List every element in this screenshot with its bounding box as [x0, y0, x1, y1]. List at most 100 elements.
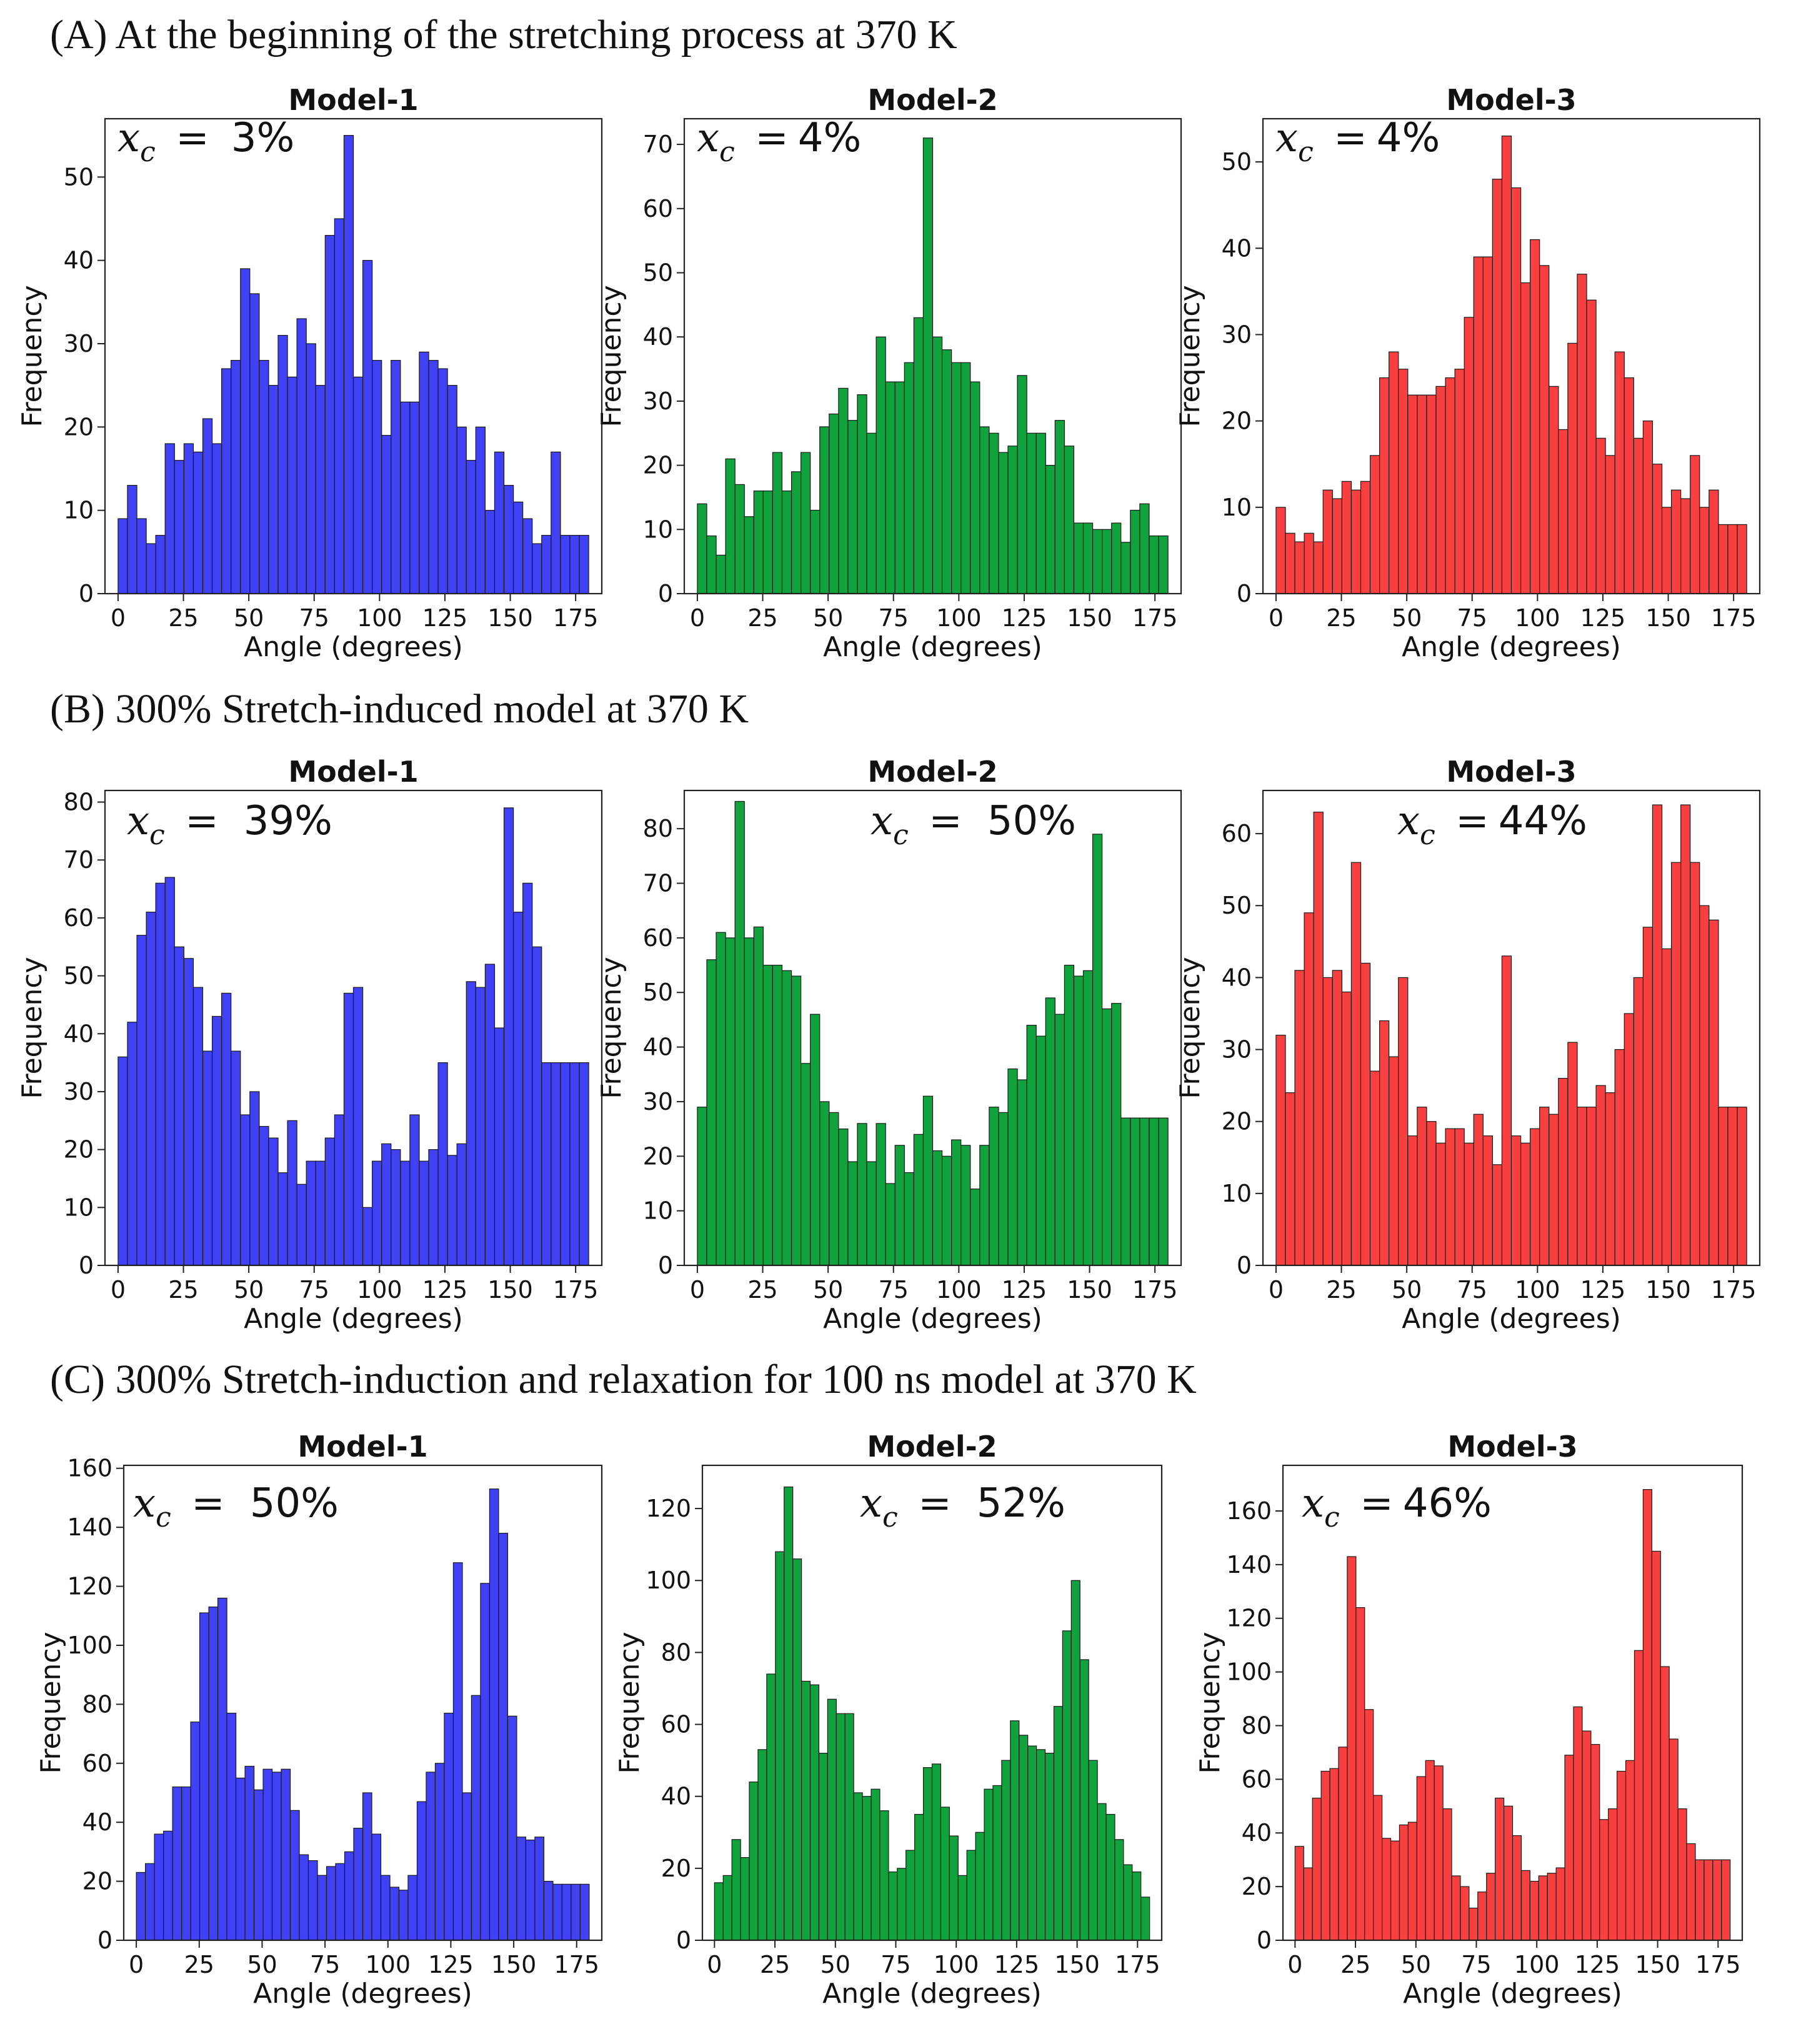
y-tick-label: 20 — [64, 1136, 94, 1164]
histogram-bar — [1699, 507, 1710, 594]
histogram-bar — [428, 360, 439, 594]
histogram-bar — [1501, 136, 1512, 594]
histogram-bar — [960, 362, 971, 594]
histogram-bar — [1434, 1765, 1444, 1941]
histogram-bar — [979, 426, 990, 594]
axes-frame — [683, 117, 1182, 595]
x-axis-label: Angle (degrees) — [244, 631, 463, 663]
histogram-bar — [766, 1673, 776, 1941]
histogram-bar — [409, 401, 420, 594]
histogram-bar — [277, 335, 288, 594]
histogram-bar — [1338, 1747, 1348, 1941]
histogram-bar — [1520, 282, 1531, 594]
histogram-bar — [1285, 532, 1295, 594]
histogram-bar — [1624, 377, 1634, 594]
histogram-bar — [1608, 1808, 1618, 1941]
histogram-bar — [249, 293, 260, 594]
histogram-bar — [426, 1772, 436, 1941]
histogram-bar — [296, 1184, 307, 1266]
histogram-bar — [362, 260, 373, 594]
histogram-bar — [1520, 1870, 1530, 1941]
x-tick-label: 75 — [879, 1276, 909, 1304]
histogram-bar — [475, 426, 486, 594]
histogram-bar — [172, 1786, 182, 1941]
histogram-bar — [1341, 481, 1352, 594]
histogram-bar — [551, 1062, 561, 1266]
histogram-bar — [1510, 1135, 1522, 1266]
histogram-bar — [1704, 1859, 1714, 1941]
axes-frame — [1262, 117, 1761, 595]
histogram-bar — [762, 491, 774, 594]
x-tick-label: 50 — [1392, 1276, 1422, 1304]
histogram-bar — [905, 1850, 915, 1941]
histogram-bar — [262, 1768, 273, 1941]
y-tick-label: 60 — [1242, 1765, 1272, 1793]
y-tick-label: 10 — [643, 516, 673, 543]
histogram-bar — [857, 1123, 867, 1266]
histogram-bar — [579, 1883, 590, 1941]
x-tick-label: 175 — [554, 1951, 599, 1978]
histogram-bar — [1304, 532, 1314, 594]
histogram-bar — [1364, 1709, 1374, 1941]
crystallinity-annotation: xc = 44% — [1397, 798, 1587, 851]
histogram-bar — [1586, 299, 1597, 594]
histogram-bar — [913, 317, 924, 594]
histogram-bar — [1017, 1079, 1027, 1266]
x-tick-label: 175 — [1711, 1276, 1757, 1304]
histogram-bar — [1695, 1859, 1705, 1941]
y-tick-label: 40 — [1222, 234, 1252, 262]
x-tick-label: 150 — [487, 604, 533, 632]
histogram-bar — [1027, 1745, 1037, 1941]
histogram-bar — [1082, 970, 1094, 1266]
histogram-bar — [847, 1161, 858, 1266]
section-title-b: (B) 300% Stretch-induced model at 370 K — [50, 686, 749, 732]
histogram-bar — [781, 970, 792, 1266]
x-tick-label: 0 — [111, 1276, 126, 1304]
section-title-a: (A) At the beginning of the stretching p… — [50, 12, 957, 57]
histogram-bar — [326, 1866, 336, 1941]
histogram-bar — [871, 1788, 881, 1941]
y-tick-label: 10 — [1222, 1180, 1252, 1207]
chart-title: Model-3 — [1447, 1430, 1577, 1463]
histogram-bar — [847, 420, 858, 594]
histogram-bar — [1492, 1164, 1503, 1266]
histogram-bar — [579, 535, 589, 594]
histogram-bar — [1398, 369, 1409, 594]
histogram-bar — [543, 1880, 554, 1941]
y-tick-label: 50 — [643, 259, 673, 286]
histogram-bar — [1445, 377, 1455, 594]
histogram-bar — [1416, 1776, 1426, 1941]
histogram-bar — [1407, 1822, 1417, 1941]
histogram-bar — [391, 1149, 401, 1266]
x-tick-label: 0 — [111, 604, 126, 632]
crystallinity-annotation: xc = 3% — [117, 115, 294, 168]
histogram-bar — [324, 1137, 335, 1266]
histogram-bar — [1680, 498, 1691, 594]
y-tick-label: 40 — [643, 323, 673, 351]
histogram-bar — [221, 992, 232, 1266]
x-tick-label: 125 — [422, 604, 468, 632]
histogram-bar — [888, 1872, 898, 1941]
histogram-bar — [1360, 962, 1371, 1266]
histogram-bar — [801, 1063, 811, 1266]
histogram-bar — [471, 1695, 481, 1941]
histogram-bar — [791, 975, 802, 1266]
y-tick-label: 60 — [643, 924, 673, 952]
histogram-bar — [541, 1062, 552, 1266]
histogram-bar — [941, 349, 952, 594]
histogram-bar — [744, 937, 754, 1266]
histogram-bar — [1026, 432, 1037, 594]
histogram-bar — [1625, 1760, 1635, 1941]
histogram-bar — [352, 987, 364, 1266]
histogram-bar — [1510, 187, 1522, 594]
histogram-bar — [343, 135, 354, 594]
chart-title: Model-2 — [867, 1430, 997, 1463]
histogram-bar — [725, 458, 736, 594]
y-tick-label: 0 — [676, 1927, 691, 1954]
histogram-bar — [1712, 1859, 1722, 1941]
histogram-bar — [1341, 991, 1352, 1266]
x-tick-label: 125 — [1575, 1951, 1620, 1978]
histogram-bar — [164, 877, 175, 1266]
histogram-bar — [127, 485, 137, 594]
histogram-bar — [571, 1883, 581, 1941]
